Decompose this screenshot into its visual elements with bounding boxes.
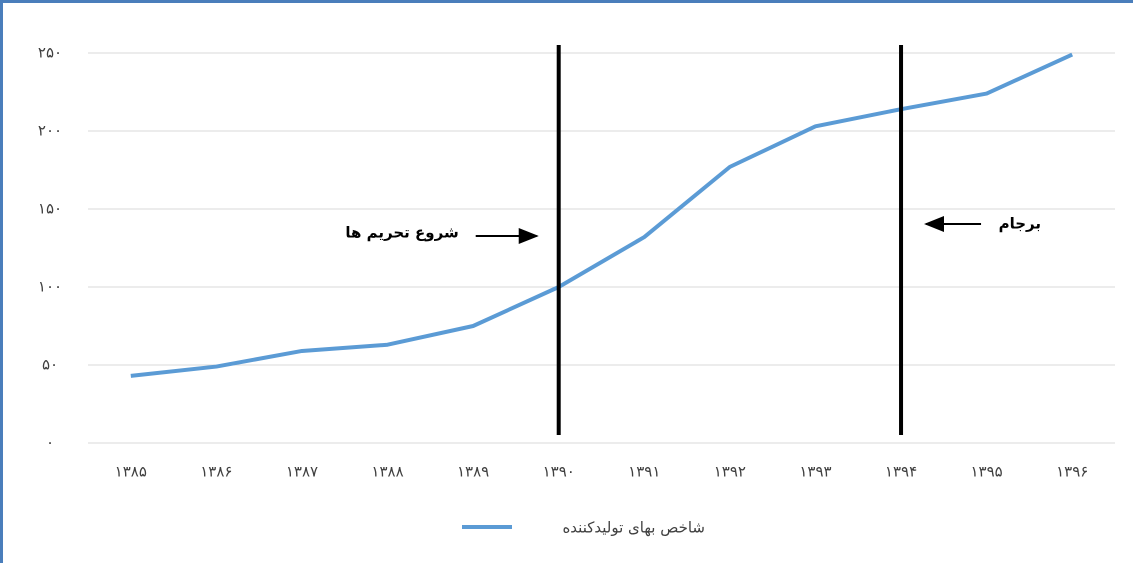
x-tick-label: ۱۳۸۶ bbox=[200, 463, 232, 481]
y-tick-label: ۱۰۰ bbox=[38, 278, 62, 296]
x-tick-label: ۱۳۸۵ bbox=[115, 463, 147, 481]
x-tick-label: ۱۳۹۲ bbox=[714, 463, 746, 481]
x-tick-label: ۱۳۹۵ bbox=[971, 463, 1003, 481]
x-tick-label: ۱۳۸۷ bbox=[286, 463, 318, 481]
x-tick-label: ۱۳۸۹ bbox=[457, 463, 489, 481]
legend-label: شاخص بهای تولیدکننده bbox=[562, 519, 705, 537]
y-tick-label: ۱۵۰ bbox=[38, 200, 62, 218]
x-tick-label: ۱۳۹۳ bbox=[799, 463, 831, 481]
annotation-text: شروع تحریم ها bbox=[345, 224, 458, 242]
y-tick-label: ۵۰ bbox=[42, 356, 58, 374]
y-tick-label: ۰ bbox=[46, 434, 54, 452]
annotation-text: برجام bbox=[999, 215, 1041, 233]
y-tick-label: ۲۰۰ bbox=[38, 122, 62, 140]
x-tick-label: ۱۳۹۶ bbox=[1056, 463, 1088, 481]
x-tick-label: ۱۳۹۰ bbox=[543, 463, 575, 481]
x-tick-label: ۱۳۸۸ bbox=[371, 463, 403, 481]
y-tick-label: ۲۵۰ bbox=[38, 44, 62, 62]
x-tick-label: ۱۳۹۴ bbox=[885, 463, 917, 481]
x-tick-label: ۱۳۹۱ bbox=[628, 463, 660, 481]
series-line bbox=[130, 52, 1074, 378]
